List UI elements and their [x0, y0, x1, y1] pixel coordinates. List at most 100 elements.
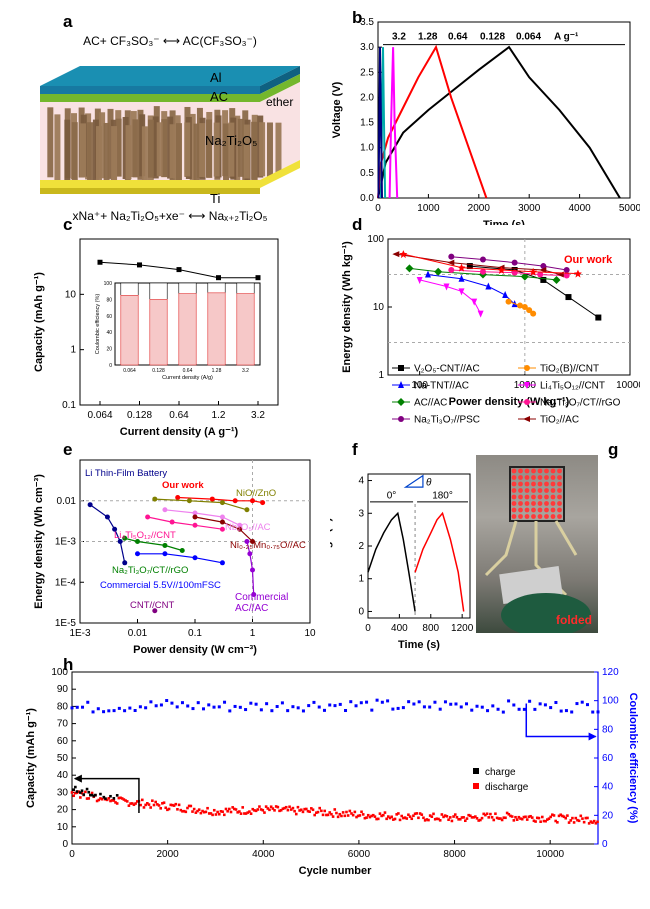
h-ce-point	[291, 705, 295, 709]
d-data-point	[457, 263, 466, 272]
folded-label: folded	[556, 613, 592, 627]
h-y2tick-label: 100	[602, 696, 619, 707]
h-discharge-point	[388, 816, 392, 820]
e-xlabel: Power density (W cm⁻³)	[133, 644, 257, 656]
nanotube	[71, 122, 78, 181]
h-xtick-label: 0	[69, 849, 75, 860]
h-charge-point	[115, 794, 119, 797]
e-ylabel: Energy density (Wh cm⁻³)	[33, 474, 45, 609]
led	[531, 501, 536, 506]
h-discharge-point	[241, 806, 245, 809]
ti-layer-front	[40, 188, 260, 194]
c-xtick-label: 1.2	[212, 410, 226, 421]
h-discharge-point	[248, 810, 251, 813]
d-data-point	[497, 266, 506, 275]
h-xtick-label: 6000	[348, 849, 371, 860]
h-discharge-point	[321, 813, 325, 817]
e-data-point	[247, 551, 253, 557]
led	[537, 488, 543, 493]
d-legend-marker	[524, 365, 530, 371]
e-data-point	[250, 498, 255, 504]
d-legend-marker	[524, 382, 530, 389]
b-ytick-label: 0.5	[360, 168, 374, 179]
nanotube	[251, 121, 258, 180]
led	[537, 481, 543, 487]
h-ce-point	[475, 704, 479, 708]
c-inset-ytick-label: 60	[106, 314, 112, 320]
nanotube	[107, 108, 114, 179]
h-discharge-point	[582, 820, 586, 824]
h-discharge-point	[120, 797, 124, 800]
h-discharge-point	[440, 813, 444, 816]
e-data-point	[237, 526, 243, 532]
led	[511, 488, 517, 493]
h-discharge-point	[407, 813, 410, 817]
h-discharge-point	[243, 812, 246, 815]
f-ytick-label: 2	[358, 541, 364, 552]
h-discharge-point	[540, 815, 544, 819]
ti-layer	[40, 160, 300, 188]
nanotube	[223, 123, 230, 182]
f-plot-frame	[367, 473, 471, 619]
h-ce-point	[465, 702, 468, 706]
h-discharge-point	[147, 803, 151, 806]
h-discharge-point	[239, 812, 243, 815]
h-discharge-point	[361, 813, 365, 816]
h-ce-point	[486, 709, 490, 713]
h-discharge-point	[90, 791, 94, 795]
d-data-point	[448, 267, 455, 274]
e-series-label: CNT//CNT	[130, 600, 175, 611]
b-ytick-label: 2.5	[360, 67, 374, 78]
d-data-point	[477, 310, 484, 318]
h-discharge-point	[97, 798, 101, 802]
led	[544, 501, 549, 506]
h-discharge-point	[338, 812, 342, 816]
label-nto: Na₂Ti₂O₅	[205, 133, 257, 148]
h-discharge-point	[443, 814, 447, 817]
h-discharge-point	[305, 807, 308, 811]
led	[518, 488, 523, 493]
d-ytick-label: 1	[378, 370, 384, 381]
h-discharge-point	[435, 817, 439, 821]
h-legend-label-charge: charge	[485, 767, 516, 778]
h-ce-point	[154, 704, 158, 708]
h-discharge-point	[306, 809, 310, 813]
device-photo: folded	[476, 455, 598, 637]
h-discharge-point	[539, 820, 542, 823]
chart-e: Power density (W cm⁻³) Energy density (Wh…	[33, 459, 316, 656]
c-xtick-label: 0.064	[87, 410, 112, 421]
d-legend-marker	[523, 416, 530, 422]
e-data-point	[162, 542, 168, 548]
h-ce-point	[396, 706, 400, 710]
h-discharge-point	[187, 804, 191, 808]
led	[550, 501, 556, 506]
h-discharge-point	[311, 808, 315, 812]
h-discharge-point	[462, 816, 465, 819]
h-ce-point	[112, 709, 116, 713]
led	[550, 488, 556, 493]
h-discharge-point	[79, 796, 82, 799]
led	[557, 494, 562, 500]
h-discharge-point	[571, 816, 574, 820]
h-discharge-point	[417, 816, 420, 820]
led	[557, 475, 562, 480]
h-ce-point	[401, 706, 405, 710]
h-discharge-point	[254, 809, 258, 813]
h-discharge-point	[125, 800, 129, 803]
h-discharge-point	[95, 799, 99, 803]
h-discharge-point	[432, 812, 435, 816]
h-ce-point	[412, 702, 416, 706]
h-discharge-point	[217, 812, 221, 816]
h-ce-point	[338, 702, 342, 706]
led	[537, 514, 543, 519]
nanotube	[95, 126, 102, 181]
h-ce-point	[491, 704, 495, 708]
h-discharge-point	[186, 806, 189, 810]
e-data-point	[219, 560, 225, 566]
led	[537, 475, 543, 480]
h-discharge-point	[80, 791, 84, 795]
d-data-point	[479, 268, 486, 275]
e-data-point	[169, 519, 175, 525]
label-ether: ether	[266, 95, 293, 109]
b-rate-label: 3.2	[392, 32, 406, 43]
